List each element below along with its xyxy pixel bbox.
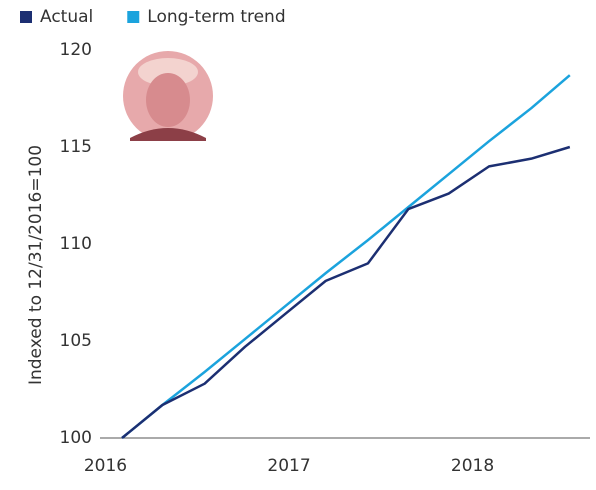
y-tick-label: 120 (60, 40, 92, 60)
legend-swatch (20, 11, 32, 23)
legend-label: Long-term trend (147, 7, 285, 27)
legend-swatch (127, 11, 140, 23)
y-tick-label: 105 (60, 331, 92, 351)
legend-label: Actual (40, 7, 93, 27)
x-tick-label: 2018 (451, 456, 494, 476)
y-tick-label: 110 (60, 234, 92, 254)
series-line (121, 145, 571, 439)
y-tick-label: 100 (60, 428, 92, 448)
x-tick-label: 2016 (84, 456, 127, 476)
x-tick-label: 2017 (267, 456, 310, 476)
y-axis-label: Indexed to 12/31/2016=100 (26, 145, 46, 385)
portrait-face (146, 73, 190, 127)
portrait-suit (130, 128, 206, 141)
portrait-hair (138, 58, 198, 86)
series-line (121, 74, 571, 439)
y-tick-label: 115 (60, 137, 92, 157)
portrait (123, 51, 213, 141)
